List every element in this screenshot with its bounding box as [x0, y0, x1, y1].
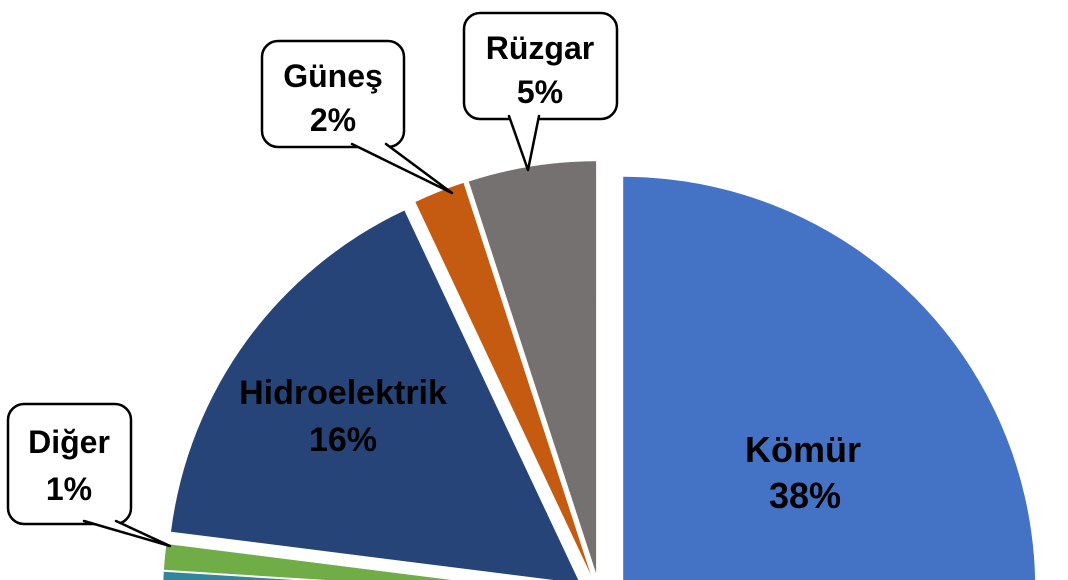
slice-label-komur: Kömür 38%	[745, 429, 861, 516]
pie-slice-komur	[623, 176, 1036, 580]
diger-percent: 1%	[46, 471, 92, 507]
diger-label: Diğer	[28, 424, 110, 460]
pie-slice-gunes	[415, 182, 591, 575]
gunes-callout-box	[260, 39, 406, 149]
pie-slice-ruzgar	[468, 161, 597, 574]
komur-label: Kömür	[745, 429, 861, 470]
gunes-callout-pointer	[350, 142, 454, 195]
ruzgar-callout-pointer	[507, 114, 541, 172]
ruzgar-percent: 5%	[517, 74, 563, 110]
callout-ruzgar: Rüzgar 5%	[462, 11, 619, 172]
gunes-percent: 2%	[310, 102, 356, 138]
hidroelektrik-percent: 16%	[309, 421, 377, 459]
pie-slice-hidroelektrik	[171, 210, 579, 580]
hidroelektrik-label: Hidroelektrik	[239, 374, 447, 412]
pie-slice-diger	[163, 544, 452, 580]
diger-callout-box	[6, 402, 133, 526]
komur-percent: 38%	[769, 475, 841, 516]
ruzgar-label: Rüzgar	[486, 30, 594, 66]
pie-slice-partial-cropped	[163, 571, 294, 580]
ruzgar-callout-box	[462, 11, 619, 121]
slice-label-hidroelektrik: Hidroelektrik 16%	[239, 374, 447, 459]
callout-diger: Diğer 1%	[6, 402, 172, 548]
diger-callout-pointer	[82, 519, 172, 548]
callout-gunes: Güneş 2%	[260, 39, 454, 195]
pie-slices-group	[163, 161, 1036, 580]
gunes-label: Güneş	[283, 58, 383, 94]
